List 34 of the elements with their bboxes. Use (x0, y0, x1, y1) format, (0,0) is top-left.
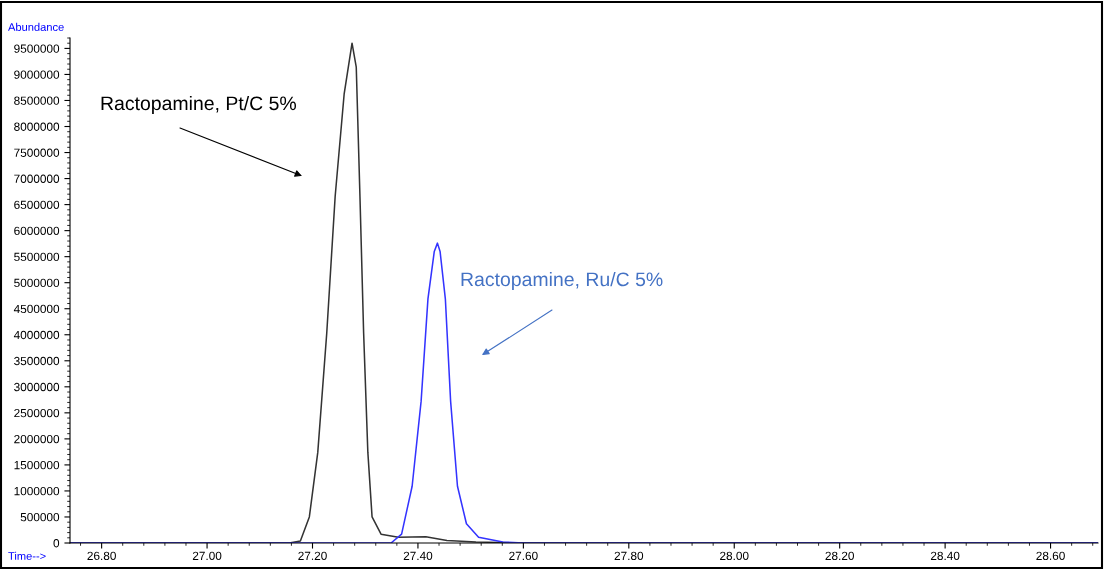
x-axis-title: Time--> (8, 551, 46, 560)
y-tick-label: 3000000 (14, 382, 60, 392)
x-tick-label: 27.40 (403, 551, 433, 560)
y-tick-label: 3500000 (14, 356, 60, 366)
y-tick-label: 9000000 (14, 70, 60, 79)
x-tick-label: 27.20 (298, 551, 327, 560)
y-tick-label: 9500000 (14, 44, 60, 53)
y-tick-label: 0 (53, 539, 60, 548)
y-tick-label: 5500000 (14, 252, 60, 262)
x-tick-label: 27.00 (192, 551, 222, 560)
x-tick-label: 26.80 (87, 551, 116, 560)
y-tick-label: 4000000 (13, 330, 60, 340)
x-tick-label: 28.60 (1036, 551, 1065, 560)
x-tick-label: 27.80 (614, 551, 644, 560)
x-tick-label: 28.00 (720, 551, 749, 560)
y-tick-label: 7500000 (14, 148, 60, 157)
y-tick-label: 6500000 (14, 200, 60, 209)
y-tick-label: 7000000 (14, 174, 60, 183)
y-tick-label: 8500000 (14, 96, 60, 105)
y-tick-label: 2500000 (14, 408, 60, 418)
x-tick-label: 28.20 (825, 551, 854, 560)
annotation: Ractopamine, Pt/C 5% (101, 95, 296, 115)
y-tick-label: 1000000 (14, 486, 60, 496)
y-tick-label: 1500000 (14, 460, 60, 470)
y-tick-label: 5000000 (14, 278, 60, 288)
y-tick-label: 6000000 (14, 226, 60, 236)
x-tick-label: 28.40 (930, 551, 960, 560)
annotation: Ractopamine, Ru/C 5% (461, 271, 663, 291)
y-axis-title: Abundance (8, 22, 64, 31)
y-tick-label: 8000000 (14, 122, 60, 131)
y-tick-label: 500000 (20, 513, 60, 522)
x-tick-label: 27.60 (509, 551, 538, 560)
y-tick-label: 2000000 (14, 434, 60, 444)
y-tick-label: 4500000 (13, 304, 60, 314)
